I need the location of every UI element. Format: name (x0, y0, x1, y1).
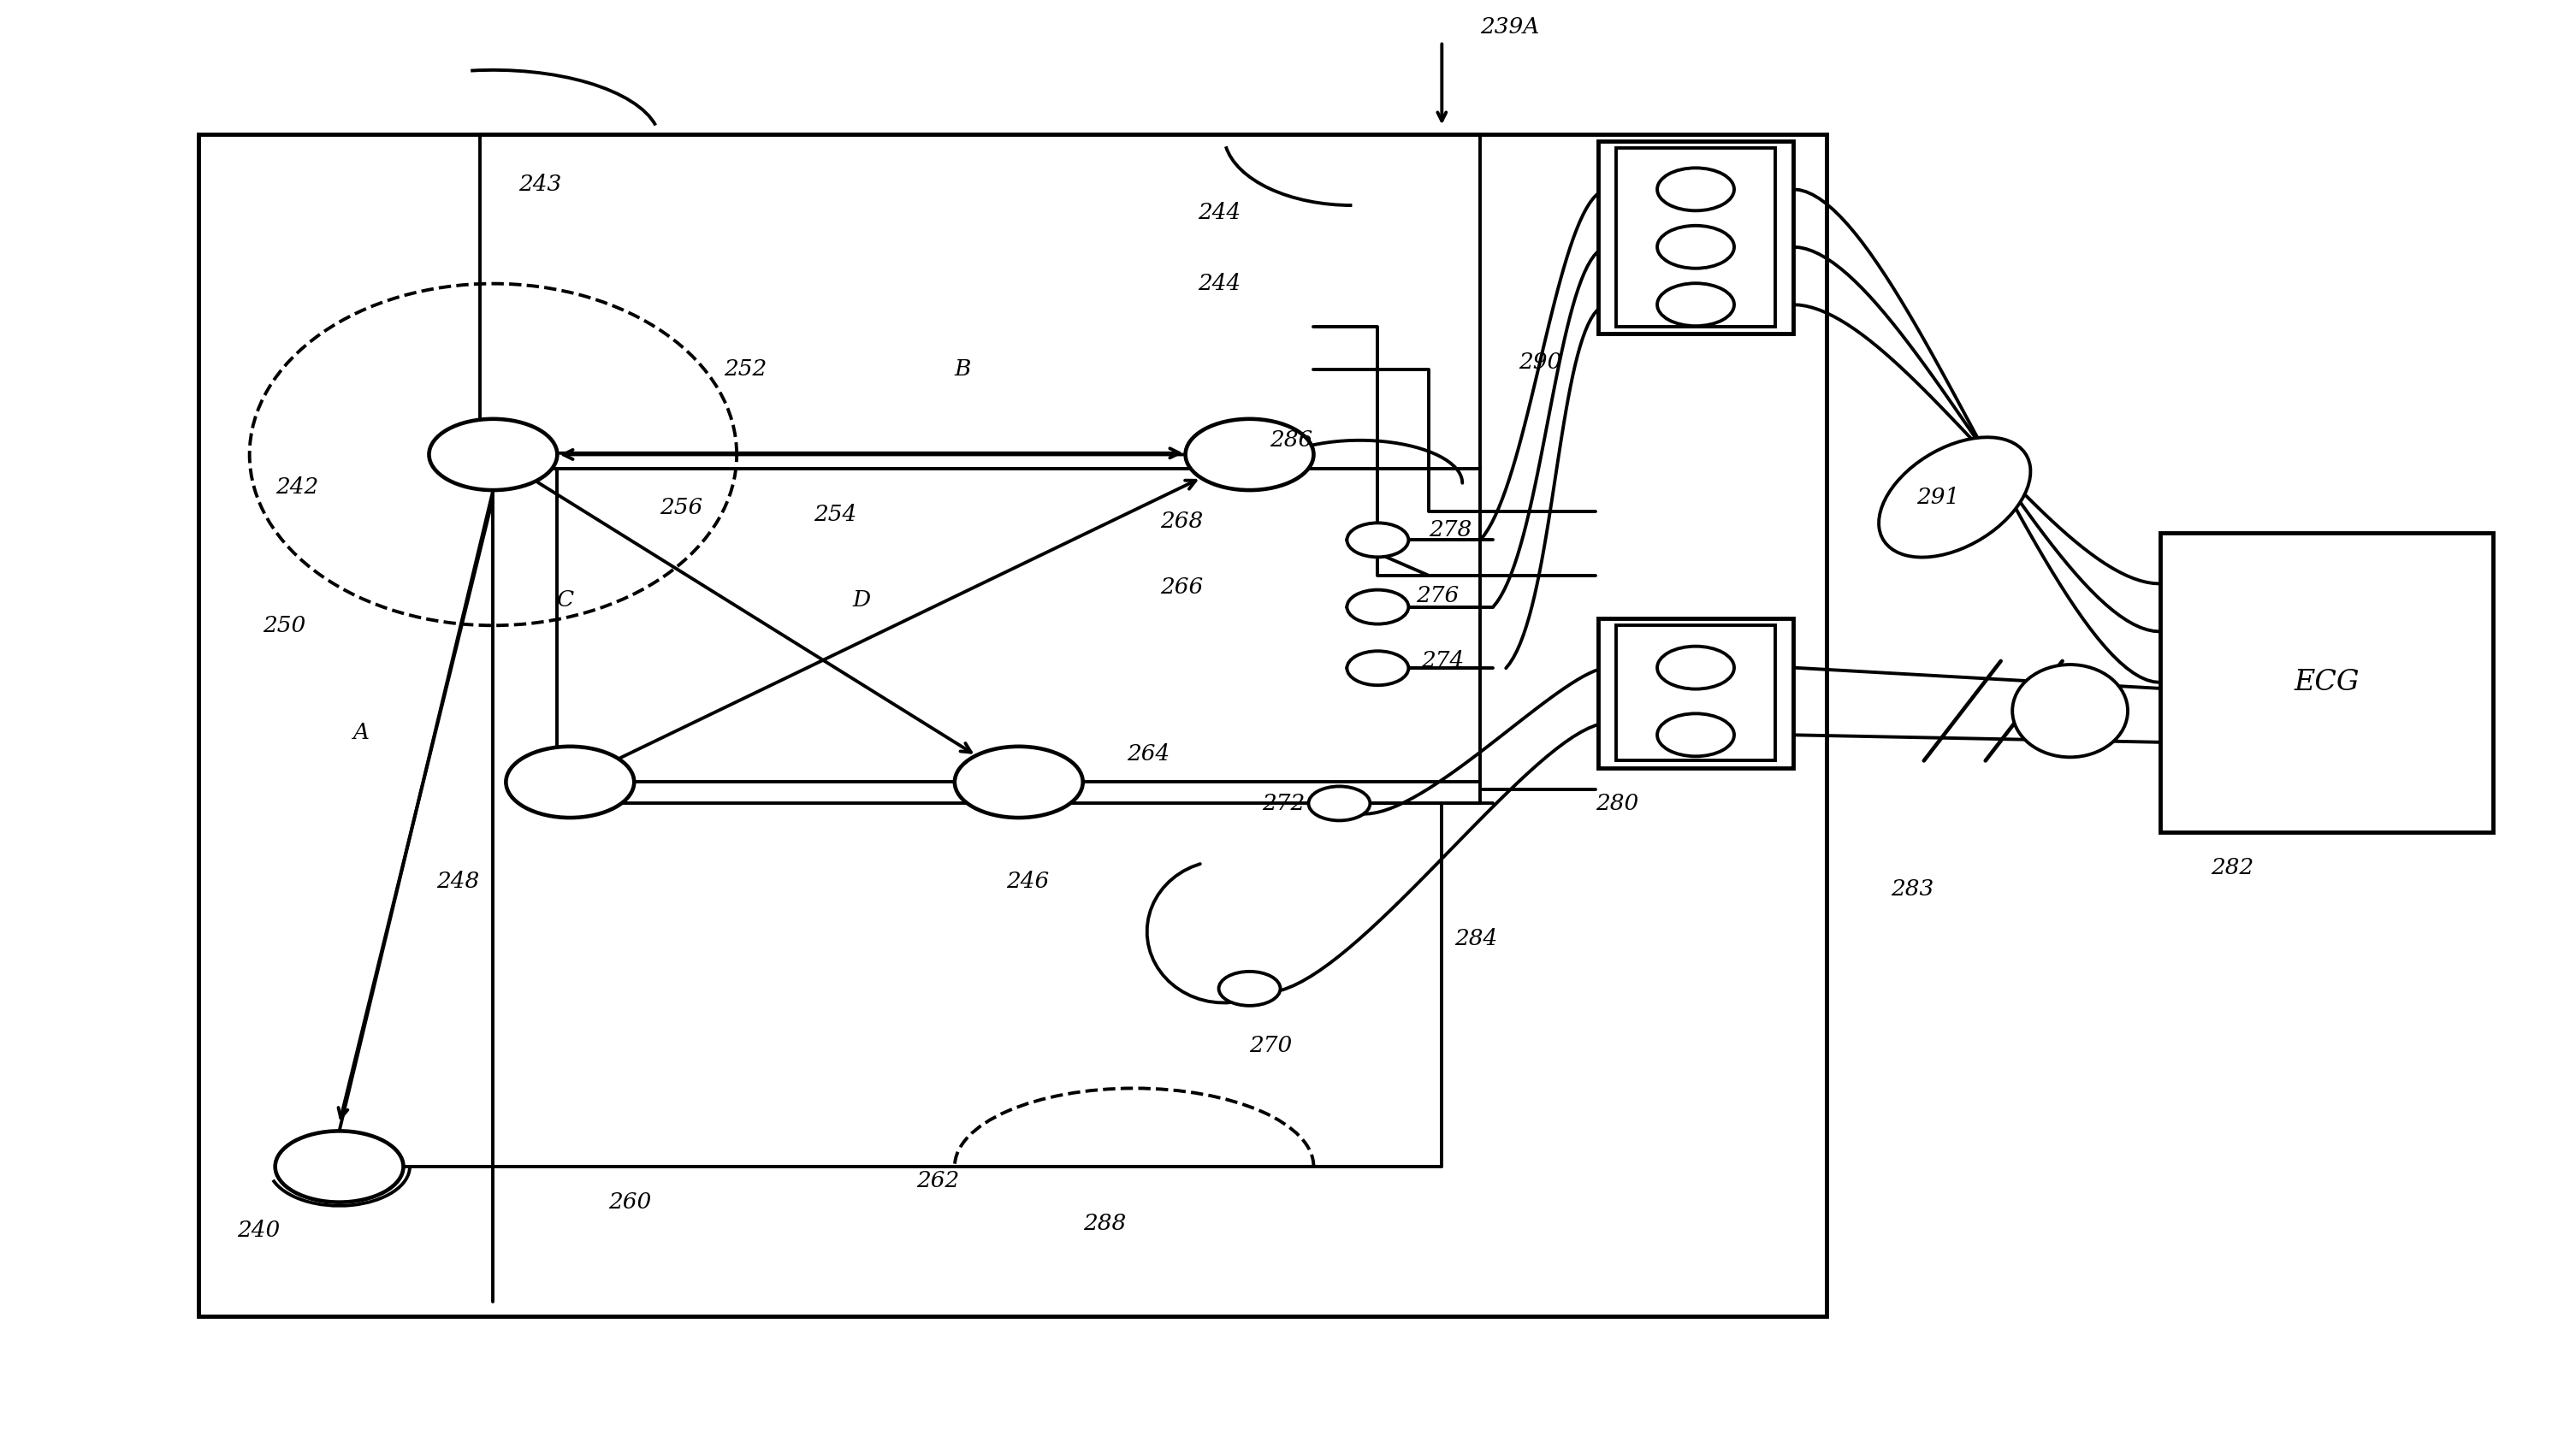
FancyBboxPatch shape (1615, 626, 1775, 761)
Circle shape (1656, 646, 1734, 689)
Circle shape (1656, 283, 1734, 326)
Text: 240: 240 (237, 1221, 281, 1241)
FancyBboxPatch shape (1615, 148, 1775, 326)
Text: A: A (353, 721, 368, 742)
Circle shape (956, 747, 1082, 817)
Text: 278: 278 (1430, 520, 1471, 541)
Circle shape (1309, 787, 1370, 820)
Text: 239A: 239A (1481, 17, 1540, 37)
Text: ECG: ECG (2293, 669, 2360, 696)
Text: 256: 256 (659, 497, 703, 518)
Text: 262: 262 (917, 1170, 958, 1192)
Text: 242: 242 (276, 477, 319, 498)
Text: 284: 284 (1455, 928, 1497, 949)
Text: 248: 248 (438, 872, 479, 892)
Text: 286: 286 (1270, 429, 1314, 451)
FancyBboxPatch shape (2159, 533, 2494, 831)
Text: 282: 282 (2210, 857, 2254, 879)
Text: 272: 272 (1262, 793, 1306, 814)
Text: 254: 254 (814, 504, 858, 526)
Text: 280: 280 (1595, 793, 1638, 814)
Text: C: C (556, 589, 574, 610)
Text: 260: 260 (608, 1192, 652, 1213)
Text: 246: 246 (1007, 872, 1048, 892)
Text: 276: 276 (1417, 584, 1458, 606)
Text: 244: 244 (1198, 201, 1242, 223)
Circle shape (276, 1132, 404, 1202)
Text: 288: 288 (1082, 1213, 1126, 1235)
Text: 268: 268 (1159, 511, 1203, 533)
Circle shape (1185, 419, 1314, 490)
Text: 270: 270 (1249, 1035, 1293, 1057)
Circle shape (1347, 523, 1409, 557)
Text: 290: 290 (1520, 352, 1561, 373)
Ellipse shape (2012, 665, 2128, 757)
Text: 274: 274 (1422, 651, 1463, 672)
FancyBboxPatch shape (198, 134, 1826, 1317)
Text: 243: 243 (518, 174, 562, 195)
Text: 266: 266 (1159, 576, 1203, 597)
Circle shape (1218, 972, 1280, 1005)
Circle shape (1656, 168, 1734, 211)
Text: D: D (853, 589, 871, 610)
Ellipse shape (1878, 438, 2030, 557)
Text: 250: 250 (263, 615, 307, 636)
Circle shape (1656, 714, 1734, 757)
Circle shape (1347, 590, 1409, 625)
Text: 252: 252 (724, 359, 768, 379)
Text: 291: 291 (1917, 487, 1960, 508)
Circle shape (430, 419, 556, 490)
Circle shape (1656, 225, 1734, 269)
Circle shape (505, 747, 634, 817)
Circle shape (1347, 651, 1409, 685)
Text: 244: 244 (1198, 273, 1242, 294)
Text: 283: 283 (1891, 879, 1935, 899)
FancyBboxPatch shape (1597, 619, 1793, 768)
Text: 264: 264 (1126, 742, 1170, 764)
Text: B: B (956, 359, 971, 379)
FancyBboxPatch shape (1597, 141, 1793, 333)
